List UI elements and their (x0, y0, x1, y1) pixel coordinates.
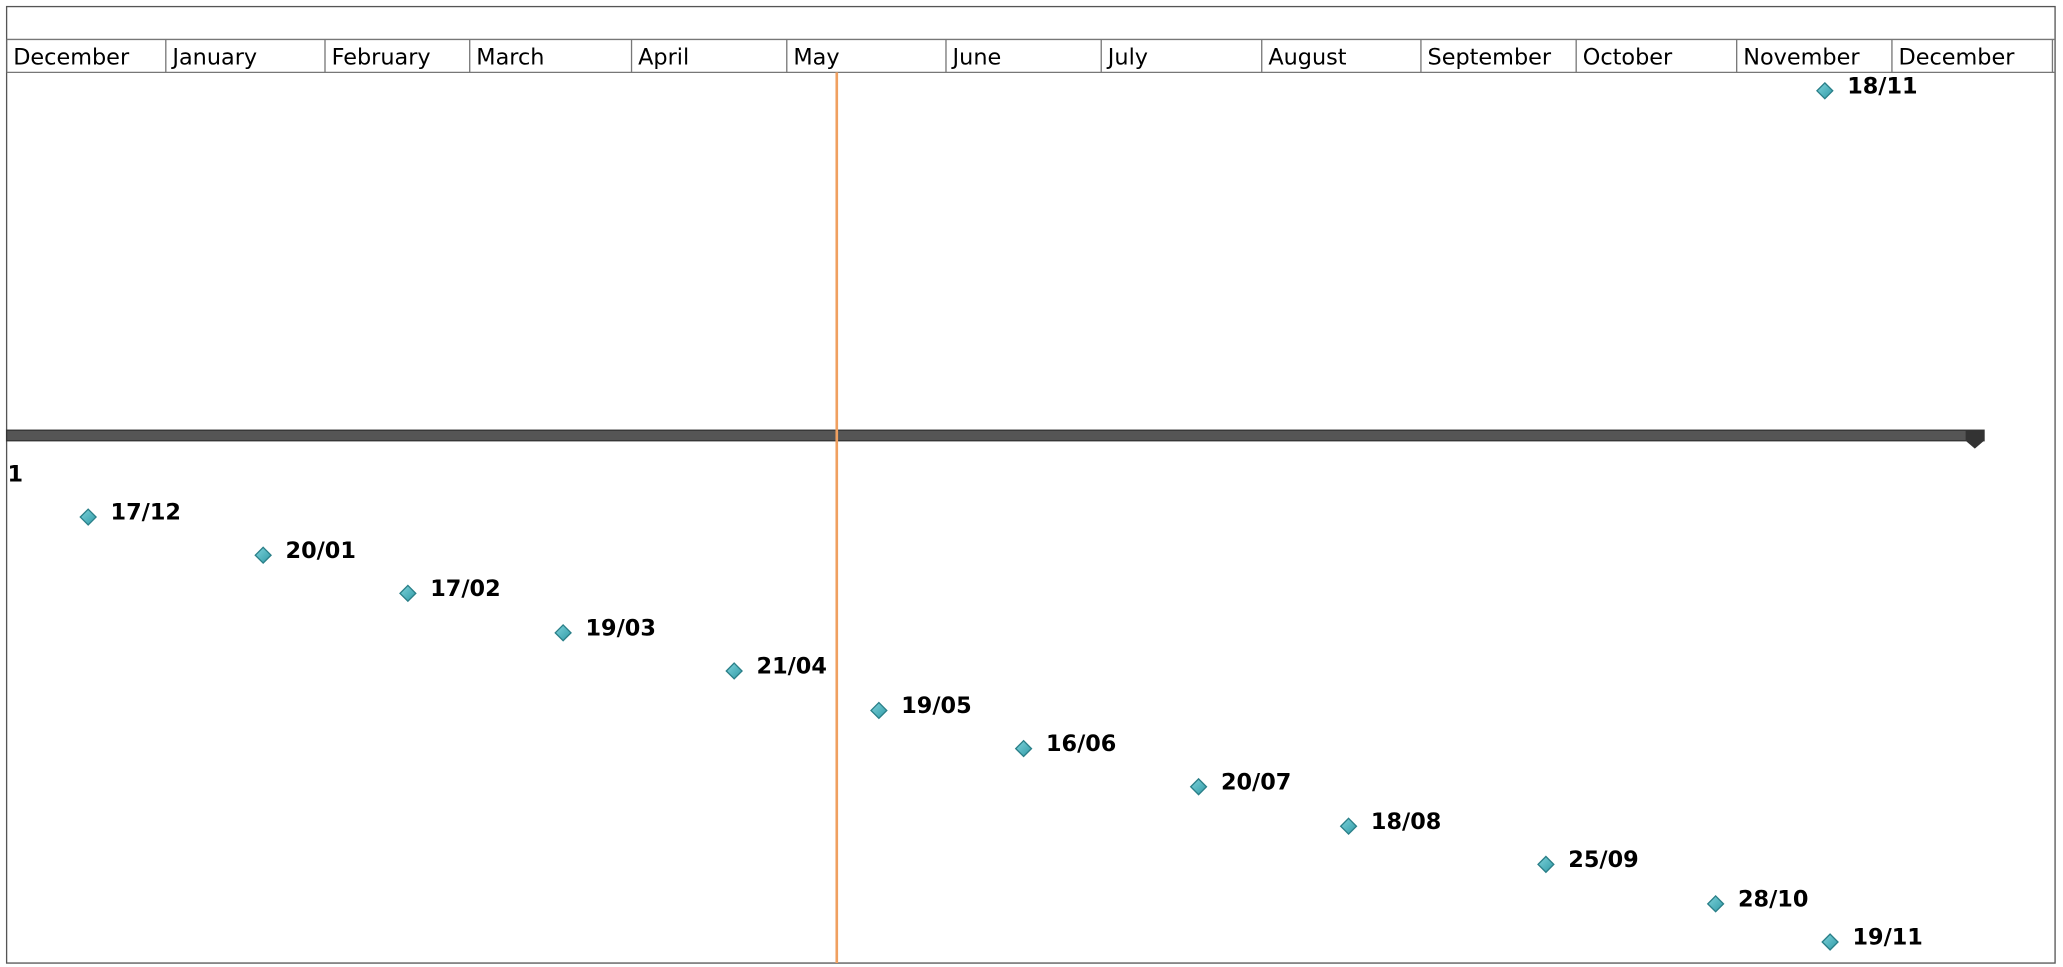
milestone-diamond (1189, 777, 1208, 796)
milestone-label: 20/11 (0, 461, 23, 487)
milestone-diamond (254, 546, 272, 565)
month-label: December (1899, 44, 2016, 70)
month-label: June (951, 44, 1002, 70)
milestone-diamond (870, 701, 888, 720)
milestone-diamond (79, 508, 98, 526)
milestone-label: 17/12 (111, 500, 181, 526)
milestone-label: 20/07 (1221, 769, 1291, 795)
milestone-label: 19/05 (901, 693, 971, 719)
month-label: September (1428, 44, 1552, 70)
milestone-diamond (399, 584, 417, 603)
milestone-diamond (1014, 739, 1033, 758)
milestone-diamond (1821, 933, 1839, 951)
milestone-diamond (554, 624, 572, 642)
month-label: October (1583, 44, 1673, 70)
month-label: August (1268, 44, 1346, 70)
milestone-diamond (1816, 81, 1834, 100)
milestone-label: 25/09 (1568, 847, 1638, 873)
timeline-content: December January February March April May June… (0, 39, 2054, 951)
milestone-label: 19/03 (585, 615, 655, 641)
milestone-label: 20/01 (286, 538, 356, 564)
month-label: March (476, 44, 544, 70)
month-label: July (1106, 44, 1148, 70)
milestone-diamond (1537, 855, 1555, 874)
milestone-label: 18/08 (1371, 809, 1441, 835)
timeline-bar (5, 429, 1985, 442)
milestone-label: 18/11 (1847, 73, 1917, 99)
milestone-label: 28/10 (1738, 886, 1808, 912)
month-label: January (170, 44, 257, 70)
milestone-diamond (1339, 817, 1358, 836)
milestone-label: 21/04 (757, 654, 827, 680)
month-label: April (638, 44, 689, 70)
month-label: November (1743, 44, 1860, 70)
milestone-label: 16/06 (1046, 731, 1116, 757)
timeline-end-marker (1965, 430, 1985, 449)
month-label: February (332, 44, 431, 70)
month-label: May (793, 44, 839, 70)
milestone-label: 19/11 (1852, 925, 1922, 951)
milestone-label: 17/02 (430, 576, 500, 602)
milestone-diamond (725, 662, 743, 680)
timeline-frame (5, 5, 2056, 964)
month-label: December (13, 44, 130, 70)
milestone-diamond (1706, 895, 1725, 913)
